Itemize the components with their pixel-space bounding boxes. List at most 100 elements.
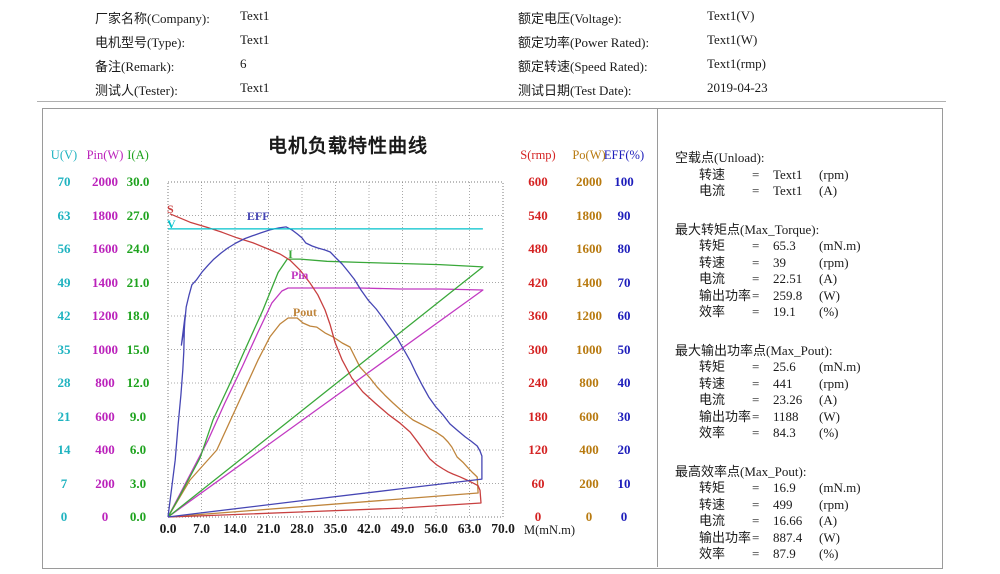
x-axis-tick-label: 35.0 xyxy=(323,521,348,536)
result-row: 效率 = 87.9 (%) xyxy=(675,546,940,563)
result-unit: (W) xyxy=(819,408,840,424)
result-row: 转速 = Text1 (rpm) xyxy=(675,167,940,184)
x-axis-tick-label: 7.0 xyxy=(193,521,210,536)
axis-tick-label: 24.0 xyxy=(126,241,150,256)
axis-tick-label: 35 xyxy=(57,341,71,357)
result-row: 效率 = 19.1 (%) xyxy=(675,304,940,321)
axis-tick-label: 28 xyxy=(57,375,71,390)
result-section: 空载点(Unload): 转速 = Text1 (rpm) 电流 = Text1 (A) xyxy=(675,150,940,200)
result-name: 输出功率 xyxy=(699,529,752,545)
axis-tick-label: 21 xyxy=(57,408,71,424)
result-equals: = xyxy=(752,496,760,512)
result-value: Text1 xyxy=(773,166,803,182)
curve-label-pin: Pin xyxy=(290,267,309,282)
axis-tick-label: 540 xyxy=(528,207,548,223)
form-field-label: 厂家名称(Company): xyxy=(95,11,210,26)
axis-tick-label: 2000 xyxy=(576,174,602,189)
result-name: 电流 xyxy=(699,513,726,528)
axis-tick-label: 0 xyxy=(534,509,542,524)
result-unit: (rpm) xyxy=(819,166,849,182)
axis-tick-label: 240 xyxy=(528,375,548,390)
result-row: 输出功率= 259.8 (W) xyxy=(675,288,940,305)
form-field-label: 备注(Remark): xyxy=(95,59,175,74)
axis-tick-label: 420 xyxy=(528,274,548,290)
result-row: 转速 = 39 (rpm) xyxy=(675,255,940,272)
result-section: 最大输出功率点(Max_Pout): 转矩 = 25.6 (mN.m) 转速 = 441 (rp… xyxy=(675,343,940,442)
result-equals: = xyxy=(752,304,760,319)
form-field-value: Text1 xyxy=(240,80,270,95)
result-unit: (A) xyxy=(819,392,838,407)
axis-tick-label: 30.0 xyxy=(126,174,150,189)
result-row: 电流 = 22.51 (A) xyxy=(675,271,940,288)
axis-header-ia: I(A) xyxy=(127,148,149,162)
axis-tick-label: 27.0 xyxy=(126,207,150,223)
axis-tick-label: 70 xyxy=(57,174,71,189)
result-value: 22.51 xyxy=(773,271,803,286)
form-field-value: 6 xyxy=(240,56,247,71)
axis-tick-label: 120 xyxy=(528,442,548,457)
result-equals: = xyxy=(752,375,760,391)
axis-tick-label: 480 xyxy=(528,241,548,256)
form-field-value: 2019-04-23 xyxy=(707,80,768,95)
result-unit: (W) xyxy=(819,529,840,545)
axis-header-pow: Po(W) xyxy=(572,148,606,162)
axis-tick-label: 9.0 xyxy=(129,408,147,424)
result-name: 输出功率 xyxy=(699,408,752,424)
axis-tick-label: 1600 xyxy=(92,241,118,256)
x-axis-tick-label: 0.0 xyxy=(159,521,177,536)
result-unit: (rpm) xyxy=(819,254,849,270)
form-field-label: 测试人(Tester): xyxy=(95,83,178,98)
axis-tick-label: 360 xyxy=(528,308,548,323)
axis-tick-label: 3.0 xyxy=(129,475,147,491)
form-field-value: Text1 xyxy=(240,8,270,23)
result-equals: = xyxy=(752,287,760,303)
result-row: 转矩 = 25.6 (mN.m) xyxy=(675,359,940,376)
result-row: 转矩 = 16.9 (mN.m) xyxy=(675,480,940,497)
axis-tick-label: 56 xyxy=(57,241,71,256)
result-value: 65.3 xyxy=(773,238,796,253)
x-axis-tick-label: 42.0 xyxy=(357,521,381,536)
result-section: 最高效率点(Max_Pout): 转矩 = 16.9 (mN.m) 转速 = 499 (rpm)… xyxy=(675,464,940,563)
chart-title: 电机负载特性曲线 xyxy=(267,136,428,157)
result-unit: (%) xyxy=(819,546,839,561)
result-unit: (A) xyxy=(819,513,838,528)
form-field-label: 测试日期(Test Date): xyxy=(518,83,632,98)
axis-tick-label: 0 xyxy=(101,509,109,524)
axis-tick-label: 42 xyxy=(57,308,71,323)
result-name: 电流 xyxy=(699,392,726,407)
axis-tick-label: 1800 xyxy=(92,207,118,223)
result-equals: = xyxy=(752,480,760,495)
result-equals: = xyxy=(752,359,760,374)
x-axis-tick-label: 56.0 xyxy=(424,521,448,536)
form-field-label: 电机型号(Type): xyxy=(95,35,186,50)
result-value: 84.3 xyxy=(773,425,796,440)
axis-header-eff: EFF(%) xyxy=(603,148,645,162)
result-section-title: 最高效率点(Max_Pout): xyxy=(675,463,807,479)
result-name: 转速 xyxy=(699,254,726,270)
axis-tick-label: 18.0 xyxy=(126,308,150,323)
result-row: 电流 = Text1 (A) xyxy=(675,183,940,200)
header-separator xyxy=(37,101,946,102)
result-name: 转矩 xyxy=(699,359,726,374)
result-equals: = xyxy=(752,529,760,545)
axis-tick-label: 600 xyxy=(579,408,599,424)
chart-panel-divider xyxy=(657,108,658,567)
axis-header-srmp: S(rmp) xyxy=(520,148,556,162)
result-unit: (A) xyxy=(819,183,838,198)
result-value: 499 xyxy=(773,496,793,512)
result-row: 效率 = 84.3 (%) xyxy=(675,425,940,442)
axis-tick-label: 1600 xyxy=(576,241,602,256)
result-name: 效率 xyxy=(699,304,726,319)
axis-tick-label: 1400 xyxy=(576,274,602,290)
x-axis-tick-label: 14.0 xyxy=(223,521,247,536)
result-equals: = xyxy=(752,392,760,407)
result-unit: (rpm) xyxy=(819,496,849,512)
result-name: 电流 xyxy=(699,183,726,198)
x-axis-tick-label: 49.0 xyxy=(390,521,415,536)
result-equals: = xyxy=(752,408,760,424)
result-equals: = xyxy=(752,238,760,253)
result-unit: (A) xyxy=(819,271,838,286)
result-equals: = xyxy=(752,513,760,528)
result-name: 输出功率 xyxy=(699,287,752,303)
axis-tick-label: 10 xyxy=(617,475,631,491)
